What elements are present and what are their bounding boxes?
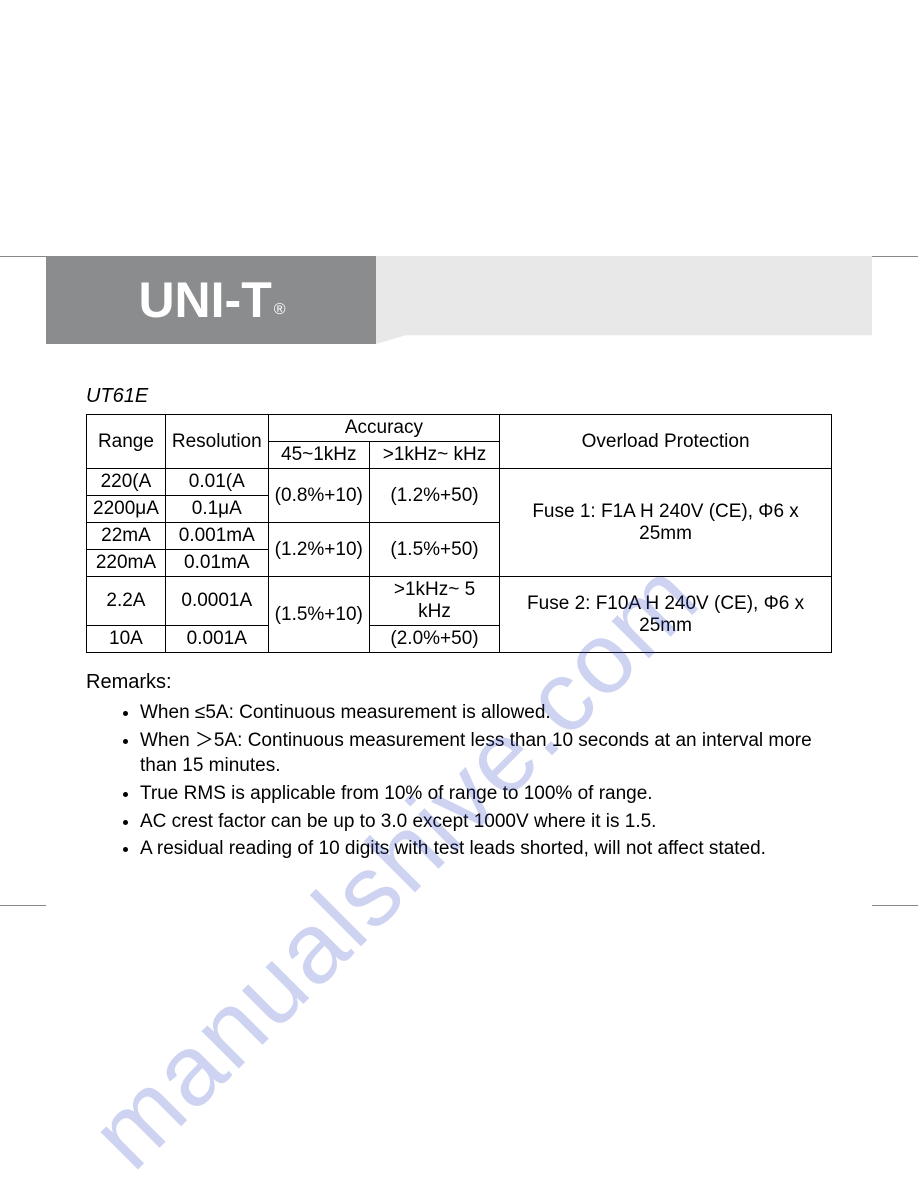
table-cell: (0.8%+10) (268, 469, 369, 523)
remarks-list: When ≤5A: Continuous measurement is allo… (86, 700, 832, 862)
col-accuracy: Accuracy (268, 415, 499, 442)
brand-band: UNI-T® (46, 256, 872, 344)
table-cell: (1.2%+50) (369, 469, 499, 523)
table-cell: (1.5%+10) (268, 577, 369, 653)
crop-mark (0, 905, 46, 906)
registered-mark: ® (274, 301, 286, 319)
brand-text: UNI-T (138, 271, 271, 329)
table-cell: Fuse 1: F1A H 240V (CE), Φ6 x 25mm (500, 469, 832, 577)
table-cell: 2200μA (87, 496, 166, 523)
crop-mark (872, 256, 918, 257)
model-heading: UT61E (86, 385, 832, 408)
brand-logo: UNI-T® (46, 256, 376, 344)
table-cell: 0.001A (165, 626, 268, 653)
list-item: AC crest factor can be up to 3.0 except … (140, 809, 832, 835)
table-cell: 22mA (87, 523, 166, 550)
col-accuracy-2: >1kHz~ kHz (369, 442, 499, 469)
crop-mark (0, 256, 46, 257)
col-overload: Overload Protection (500, 415, 832, 469)
page-content: UT61E Range Resolution Accuracy Overload… (86, 385, 832, 864)
col-range: Range (87, 415, 166, 469)
table-cell: 0.0001A (165, 577, 268, 626)
table-cell: 2.2A (87, 577, 166, 626)
col-resolution: Resolution (165, 415, 268, 469)
list-item: True RMS is applicable from 10% of range… (140, 781, 832, 807)
table-cell: 0.01mA (165, 550, 268, 577)
table-cell: 0.001mA (165, 523, 268, 550)
table-cell: Fuse 2: F10A H 240V (CE), Φ6 x 25mm (500, 577, 832, 653)
list-item: When ≤5A: Continuous measurement is allo… (140, 700, 832, 726)
table-cell: 220(A (87, 469, 166, 496)
table-cell: (2.0%+50) (369, 626, 499, 653)
list-item: A residual reading of 10 digits with tes… (140, 836, 832, 862)
col-accuracy-1: 45~1kHz (268, 442, 369, 469)
remarks-heading: Remarks: (86, 671, 832, 694)
spec-table: Range Resolution Accuracy Overload Prote… (86, 414, 832, 653)
brand-band-tail (376, 256, 872, 344)
list-item: When ＞5A: Continuous measurement less th… (140, 728, 832, 779)
crop-mark (872, 905, 918, 906)
table-cell: >1kHz~ 5 kHz (369, 577, 499, 626)
table-cell: 0.01(A (165, 469, 268, 496)
table-cell: 0.1μA (165, 496, 268, 523)
table-cell: 10A (87, 626, 166, 653)
table-cell: (1.5%+50) (369, 523, 499, 577)
table-cell: (1.2%+10) (268, 523, 369, 577)
table-cell: 220mA (87, 550, 166, 577)
